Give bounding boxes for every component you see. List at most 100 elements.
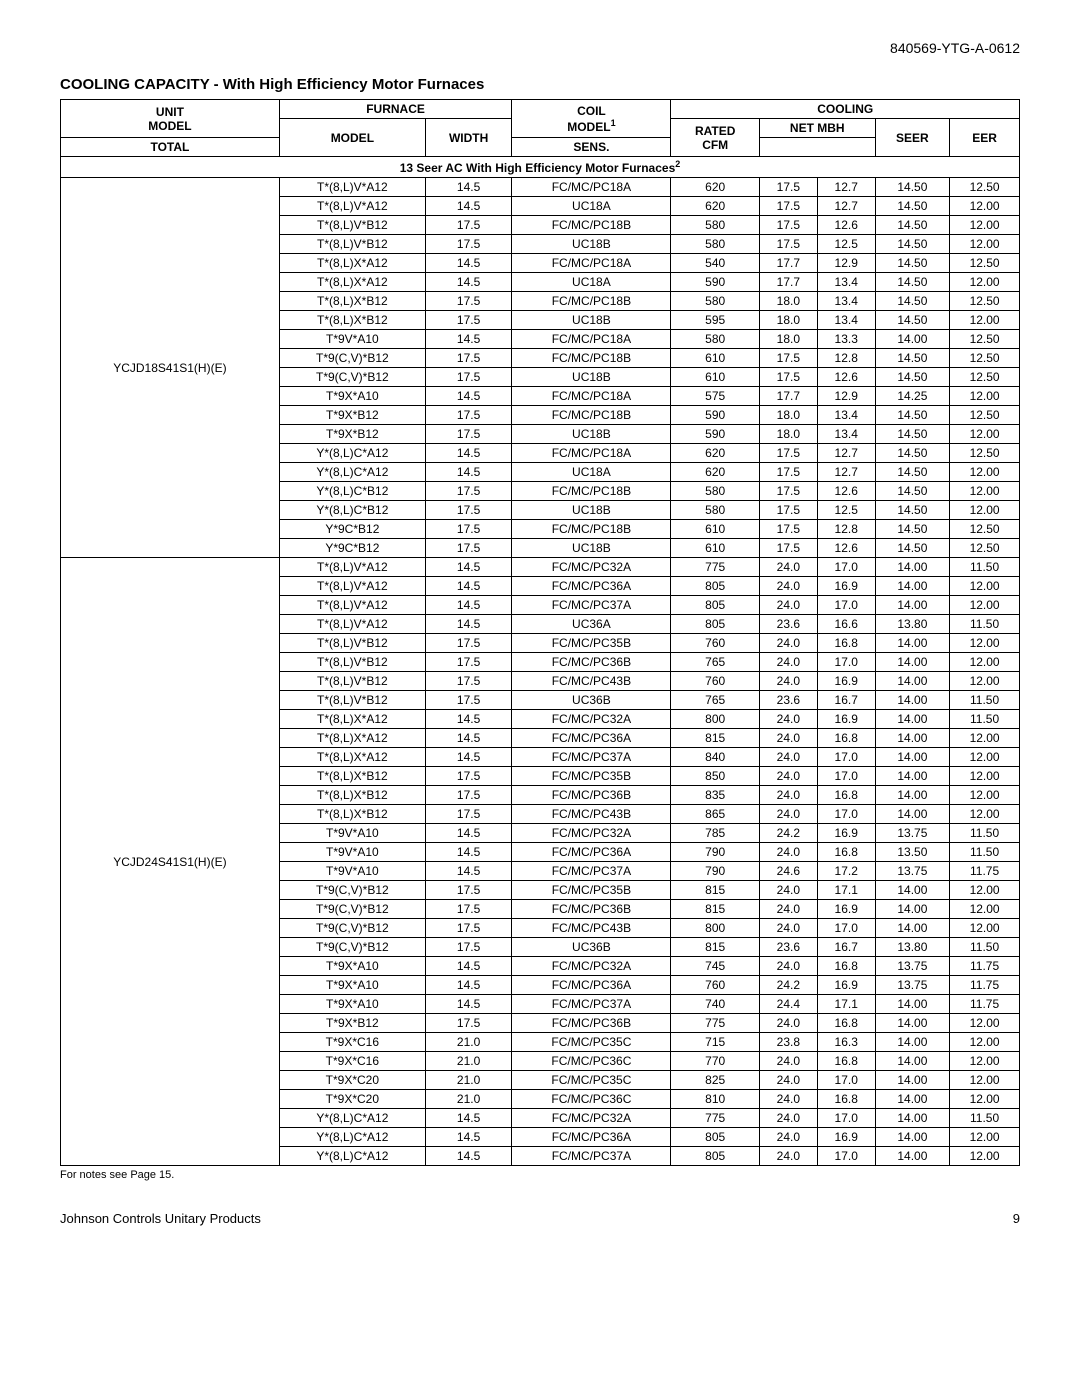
data-cell: 12.00	[950, 805, 1020, 824]
data-cell: 11.75	[950, 957, 1020, 976]
data-cell: FC/MC/PC18A	[512, 254, 671, 273]
data-cell: 21.0	[425, 1090, 511, 1109]
data-cell: 12.00	[950, 482, 1020, 501]
data-cell: 13.4	[817, 406, 875, 425]
data-cell: 12.00	[950, 425, 1020, 444]
data-cell: UC18B	[512, 425, 671, 444]
data-cell: 18.0	[759, 292, 817, 311]
data-cell: 14.50	[875, 501, 950, 520]
data-cell: 14.50	[875, 425, 950, 444]
data-cell: 14.00	[875, 1090, 950, 1109]
data-cell: T*(8,L)V*A12	[279, 178, 425, 197]
data-cell: 14.00	[875, 596, 950, 615]
data-cell: 17.5	[425, 235, 511, 254]
data-cell: 17.5	[759, 463, 817, 482]
data-cell: 825	[671, 1071, 759, 1090]
data-cell: 17.0	[817, 596, 875, 615]
data-cell: FC/MC/PC35B	[512, 634, 671, 653]
data-cell: 12.50	[950, 520, 1020, 539]
data-cell: 17.5	[425, 501, 511, 520]
data-cell: T*9X*C20	[279, 1090, 425, 1109]
data-cell: 12.00	[950, 1014, 1020, 1033]
data-cell: 14.00	[875, 330, 950, 349]
data-cell: 805	[671, 615, 759, 634]
data-cell: FC/MC/PC36B	[512, 786, 671, 805]
data-cell: 14.5	[425, 178, 511, 197]
data-cell: 17.0	[817, 805, 875, 824]
data-cell: 14.5	[425, 254, 511, 273]
data-cell: 12.00	[950, 577, 1020, 596]
data-cell: 14.00	[875, 1147, 950, 1166]
data-cell: FC/MC/PC35B	[512, 881, 671, 900]
data-cell: T*9(C,V)*B12	[279, 938, 425, 957]
data-cell: 17.5	[425, 805, 511, 824]
data-cell: FC/MC/PC32A	[512, 824, 671, 843]
data-cell: T*(8,L)X*B12	[279, 311, 425, 330]
data-cell: 12.7	[817, 197, 875, 216]
data-cell: 24.0	[759, 596, 817, 615]
header-coil-label: COIL	[577, 104, 606, 118]
data-cell: FC/MC/PC36B	[512, 653, 671, 672]
data-cell: 620	[671, 463, 759, 482]
data-cell: 13.75	[875, 957, 950, 976]
data-cell: T*9(C,V)*B12	[279, 919, 425, 938]
data-cell: 24.0	[759, 672, 817, 691]
data-cell: 770	[671, 1052, 759, 1071]
data-cell: 17.5	[425, 216, 511, 235]
data-cell: 17.0	[817, 653, 875, 672]
data-cell: 14.00	[875, 767, 950, 786]
data-cell: 17.5	[425, 919, 511, 938]
header-furnace-model: MODEL	[279, 119, 425, 157]
data-cell: T*(8,L)V*A12	[279, 615, 425, 634]
data-cell: 17.5	[425, 311, 511, 330]
data-cell: 17.7	[759, 254, 817, 273]
data-cell: 12.50	[950, 330, 1020, 349]
data-cell: 14.50	[875, 216, 950, 235]
data-cell: 14.00	[875, 1014, 950, 1033]
data-cell: 18.0	[759, 330, 817, 349]
data-cell: 24.0	[759, 843, 817, 862]
data-cell: T*(8,L)V*A12	[279, 558, 425, 577]
data-cell: 11.50	[950, 558, 1020, 577]
data-cell: 14.5	[425, 862, 511, 881]
data-cell: 14.5	[425, 273, 511, 292]
data-cell: 24.0	[759, 767, 817, 786]
data-cell: 17.5	[425, 672, 511, 691]
data-cell: 24.2	[759, 976, 817, 995]
data-cell: 17.1	[817, 881, 875, 900]
data-cell: FC/MC/PC35B	[512, 767, 671, 786]
data-cell: 12.50	[950, 349, 1020, 368]
data-cell: 12.00	[950, 653, 1020, 672]
data-cell: 790	[671, 843, 759, 862]
data-cell: 14.5	[425, 710, 511, 729]
data-cell: 21.0	[425, 1071, 511, 1090]
data-cell: 24.0	[759, 577, 817, 596]
data-cell: 12.6	[817, 216, 875, 235]
data-cell: 17.5	[425, 938, 511, 957]
data-cell: 13.75	[875, 862, 950, 881]
data-cell: 850	[671, 767, 759, 786]
data-cell: 765	[671, 691, 759, 710]
data-cell: FC/MC/PC36A	[512, 729, 671, 748]
data-cell: 24.2	[759, 824, 817, 843]
data-cell: 14.50	[875, 406, 950, 425]
data-cell: 12.00	[950, 197, 1020, 216]
data-cell: 12.00	[950, 596, 1020, 615]
data-cell: 13.75	[875, 824, 950, 843]
data-cell: 12.7	[817, 178, 875, 197]
data-cell: 595	[671, 311, 759, 330]
data-cell: 17.5	[425, 425, 511, 444]
data-cell: 17.0	[817, 1147, 875, 1166]
data-cell: 775	[671, 1109, 759, 1128]
data-cell: FC/MC/PC18A	[512, 444, 671, 463]
data-cell: 14.00	[875, 710, 950, 729]
data-cell: 16.7	[817, 691, 875, 710]
data-cell: 18.0	[759, 311, 817, 330]
data-cell: 14.5	[425, 995, 511, 1014]
data-cell: 13.80	[875, 938, 950, 957]
data-cell: 17.7	[759, 387, 817, 406]
data-cell: 14.00	[875, 729, 950, 748]
data-cell: 14.50	[875, 254, 950, 273]
data-cell: 590	[671, 406, 759, 425]
data-cell: 14.5	[425, 596, 511, 615]
